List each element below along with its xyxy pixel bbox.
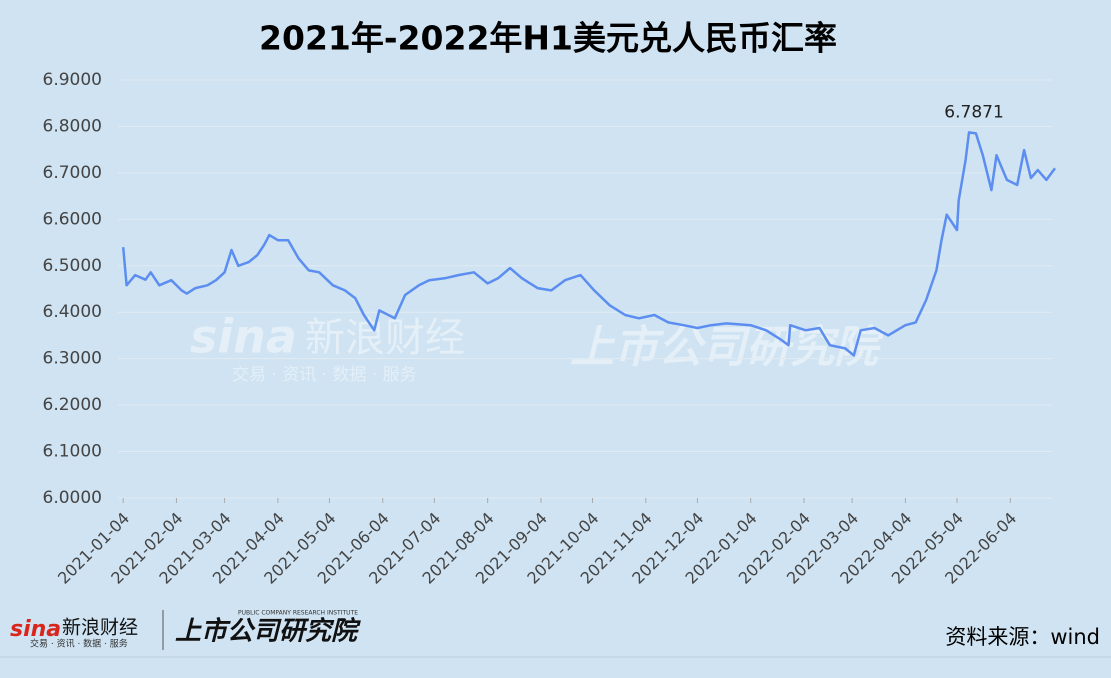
y-tick-label: 6.0000 bbox=[43, 488, 102, 508]
footer-brand: sina bbox=[10, 617, 61, 642]
y-tick-label: 6.6000 bbox=[43, 209, 102, 229]
source-note: 资料来源：wind bbox=[945, 625, 1100, 649]
series-line bbox=[121, 131, 1057, 357]
y-tick-label: 6.3000 bbox=[43, 349, 102, 369]
y-tick-label: 6.2000 bbox=[43, 395, 102, 415]
y-tick-label: 6.9000 bbox=[43, 70, 102, 90]
watermark-tagline: 交易 · 资讯 · 数据 · 服务 bbox=[232, 365, 417, 385]
watermark-brand-name: 新浪财经 bbox=[305, 315, 465, 361]
y-tick-label: 6.1000 bbox=[43, 442, 102, 462]
watermark: sina 新浪财经 交易 · 资讯 · 数据 · 服务 上市公司研究院 bbox=[190, 310, 885, 386]
y-tick-label: 6.5000 bbox=[43, 256, 102, 276]
footer-tagline: 交易 · 资讯 · 数据 · 服务 bbox=[30, 638, 128, 650]
y-tick-label: 6.7000 bbox=[43, 163, 102, 183]
annotation: 6.7871 bbox=[944, 102, 1003, 122]
watermark-brand: sina bbox=[190, 310, 297, 364]
y-tick-label: 6.8000 bbox=[43, 116, 102, 136]
footer-institute-en: PUBLIC COMPANY RESEARCH INSTITUTE bbox=[238, 610, 358, 617]
y-tick-label: 6.4000 bbox=[43, 302, 102, 322]
footer-brand-name: 新浪财经 bbox=[62, 617, 138, 639]
watermark-institute: 上市公司研究院 bbox=[570, 322, 885, 373]
footer-institute: 上市公司研究院 bbox=[175, 617, 361, 647]
chart-title: 2021年-2022年H1美元兑人民币汇率 bbox=[259, 19, 837, 58]
